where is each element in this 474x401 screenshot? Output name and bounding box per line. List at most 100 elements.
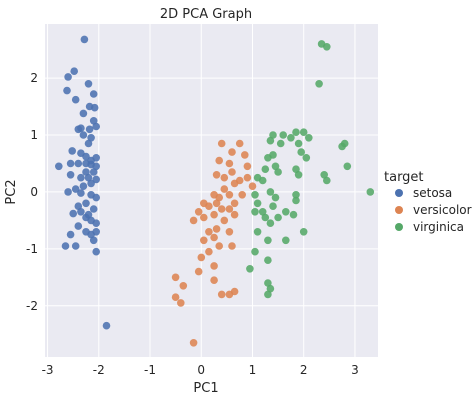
data-point-virginica <box>266 219 275 227</box>
data-point-setosa <box>63 86 71 95</box>
data-point-virginica <box>253 228 262 236</box>
data-point-virginica <box>251 191 259 199</box>
data-point-versicolor <box>220 185 229 193</box>
data-point-versicolor <box>215 193 223 202</box>
data-point-versicolor <box>210 233 218 242</box>
data-point-versicolor <box>197 253 206 262</box>
data-point-setosa <box>61 242 70 250</box>
x-tick-label: -1 <box>144 363 156 377</box>
data-point-virginica <box>305 134 313 142</box>
legend-marker-setosa <box>395 189 403 197</box>
data-point-versicolor <box>225 159 234 168</box>
data-point-virginica <box>264 154 272 162</box>
data-point-virginica <box>302 154 311 162</box>
data-point-virginica <box>251 208 259 216</box>
y-axis-label: PC2 <box>4 179 19 204</box>
data-point-setosa <box>89 205 98 213</box>
x-tick-label: -2 <box>93 363 105 377</box>
data-point-setosa <box>71 242 80 250</box>
data-point-virginica <box>274 213 282 222</box>
data-point-versicolor <box>179 282 188 290</box>
data-point-versicolor <box>210 276 218 285</box>
data-point-versicolor <box>235 139 244 148</box>
data-point-setosa <box>84 173 93 182</box>
data-point-virginica <box>264 256 272 265</box>
data-point-versicolor <box>189 216 198 225</box>
data-point-virginica <box>292 191 300 199</box>
data-point-setosa <box>102 321 111 330</box>
data-point-versicolor <box>205 202 213 210</box>
data-point-setosa <box>70 67 78 75</box>
data-point-setosa <box>92 247 100 256</box>
data-point-setosa <box>92 162 100 171</box>
data-point-versicolor <box>243 173 252 182</box>
y-tick-label: -1 <box>26 242 38 256</box>
data-point-virginica <box>271 162 280 171</box>
x-tick-label: 2 <box>300 363 308 377</box>
data-point-virginica <box>253 199 262 208</box>
data-point-virginica <box>246 265 254 273</box>
data-point-virginica <box>323 176 331 185</box>
data-point-versicolor <box>177 299 185 307</box>
data-point-versicolor <box>215 156 223 165</box>
y-tick-label: 0 <box>30 185 38 199</box>
legend-label-setosa: setosa <box>413 186 452 200</box>
data-point-versicolor <box>225 290 234 299</box>
data-point-setosa <box>82 152 90 161</box>
legend-title: target <box>384 170 424 185</box>
data-point-virginica <box>261 165 270 173</box>
data-point-setosa <box>89 236 98 245</box>
data-point-versicolor <box>217 139 226 148</box>
data-point-setosa <box>92 219 100 227</box>
legend-label-virginica: virginica <box>413 220 464 234</box>
y-tick-labels: -2 -1 0 1 2 <box>26 71 38 313</box>
data-point-virginica <box>274 168 282 176</box>
data-point-virginica <box>264 290 272 299</box>
data-point-versicolor <box>220 173 229 182</box>
data-point-versicolor <box>212 199 221 208</box>
data-points <box>55 35 375 347</box>
data-point-setosa <box>71 185 80 193</box>
data-point-setosa <box>89 168 98 176</box>
data-point-setosa <box>85 125 94 134</box>
series-virginica <box>246 40 375 299</box>
data-point-versicolor <box>205 247 213 256</box>
data-point-setosa <box>79 182 88 190</box>
data-point-virginica <box>299 128 308 136</box>
data-point-setosa <box>89 117 98 125</box>
data-point-setosa <box>66 159 75 168</box>
data-point-setosa <box>64 73 72 81</box>
data-point-setosa <box>69 209 77 218</box>
series-setosa <box>55 35 111 330</box>
data-point-versicolor <box>230 179 239 188</box>
data-point-versicolor <box>189 339 198 347</box>
data-point-versicolor <box>228 168 236 176</box>
data-point-virginica <box>343 162 352 171</box>
data-point-virginica <box>266 136 275 145</box>
data-point-virginica <box>289 210 298 219</box>
data-point-setosa <box>92 122 100 131</box>
data-point-versicolor <box>238 191 246 199</box>
x-tick-label: 0 <box>197 363 205 377</box>
x-tick-label: 1 <box>249 363 257 377</box>
data-point-setosa <box>87 134 95 142</box>
chart-title: 2D PCA Graph <box>160 7 252 22</box>
data-point-versicolor <box>210 262 218 270</box>
data-point-versicolor <box>228 148 236 156</box>
data-point-versicolor <box>248 182 257 190</box>
data-point-setosa <box>74 222 83 230</box>
data-point-versicolor <box>230 199 239 208</box>
data-point-versicolor <box>171 293 180 302</box>
data-point-virginica <box>294 139 303 148</box>
data-point-setosa <box>77 173 85 182</box>
data-point-setosa <box>64 188 72 196</box>
data-point-virginica <box>320 171 329 179</box>
data-point-virginica <box>258 176 267 185</box>
legend-label-versicolor: versicolor <box>413 203 472 217</box>
legend: target setosa versicolor virginica <box>384 170 472 234</box>
data-point-virginica <box>299 228 308 236</box>
data-point-setosa <box>80 35 89 44</box>
legend-marker-virginica <box>395 223 403 231</box>
data-point-setosa <box>92 154 100 162</box>
x-tick-label: 3 <box>351 363 359 377</box>
